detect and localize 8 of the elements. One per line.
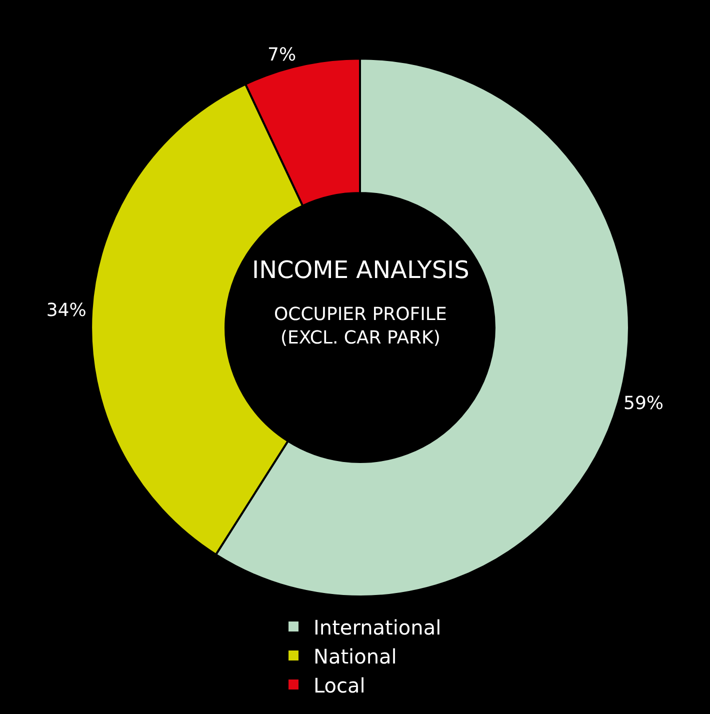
legend-label: International — [314, 615, 442, 640]
data-label: 59% — [623, 392, 664, 414]
text: OCCUPIER PROFILE (EXCL. CAR PARK) — [274, 304, 447, 348]
data-label: 34% — [46, 300, 86, 322]
legend-label: National — [314, 644, 397, 668]
data-label: 7% — [268, 44, 296, 66]
legend-label: Local — [314, 673, 366, 698]
text: INCOME ANALYSIS — [252, 256, 470, 284]
